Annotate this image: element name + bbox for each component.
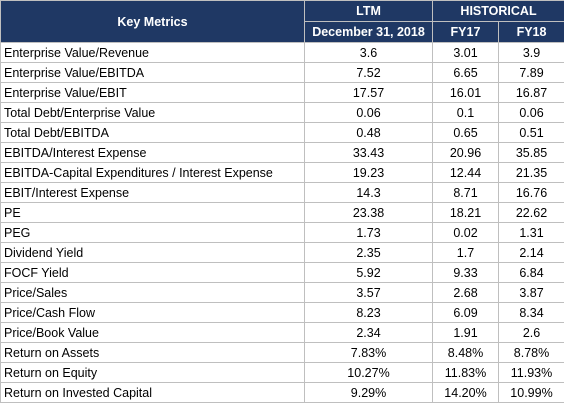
metric-name: Enterprise Value/EBIT: [0, 82, 305, 103]
metric-name: Dividend Yield: [0, 242, 305, 263]
metric-name: Price/Sales: [0, 282, 305, 303]
metric-name: Enterprise Value/Revenue: [0, 42, 305, 63]
table-row: FOCF Yield 5.92 9.33 6.84: [0, 262, 564, 283]
table-row: Enterprise Value/EBITDA 7.52 6.65 7.89: [0, 62, 564, 83]
metric-value: 16.87: [497, 82, 564, 103]
metric-value: 16.76: [497, 182, 564, 203]
metric-value: 6.09: [432, 302, 499, 323]
metric-value: 23.38: [304, 202, 433, 223]
metric-value: 33.43: [304, 142, 433, 163]
metric-value: 11.83%: [432, 362, 499, 383]
table-row: Total Debt/Enterprise Value 0.06 0.1 0.06: [0, 102, 564, 123]
header-cell: December 31, 2018: [304, 21, 433, 43]
metric-value: 7.52: [304, 62, 433, 83]
metric-value: 10.99%: [497, 382, 564, 403]
metric-value: 12.44: [432, 162, 499, 183]
metric-value: 0.65: [432, 122, 499, 143]
metric-value: 16.01: [432, 82, 499, 103]
metric-value: 0.06: [497, 102, 564, 123]
metric-name: Return on Equity: [0, 362, 305, 383]
metric-value: 8.23: [304, 302, 433, 323]
metric-value: 1.31: [497, 222, 564, 243]
metric-name: Return on Invested Capital: [0, 382, 305, 403]
metric-value: 17.57: [304, 82, 433, 103]
metric-value: 2.68: [432, 282, 499, 303]
metric-name: EBITDA-Capital Expenditures / Interest E…: [0, 162, 305, 183]
table-row: Dividend Yield 2.35 1.7 2.14: [0, 242, 564, 263]
metric-value: 20.96: [432, 142, 499, 163]
table-row: Return on Invested Capital 9.29% 14.20% 10.…: [0, 382, 564, 403]
metric-value: 8.71: [432, 182, 499, 203]
table-row: Price/Cash Flow 8.23 6.09 8.34: [0, 302, 564, 323]
header-cell: FY18: [497, 21, 564, 43]
metric-value: 1.91: [432, 322, 499, 343]
metric-name: Total Debt/EBITDA: [0, 122, 305, 143]
metric-value: 18.21: [432, 202, 499, 223]
header-cell: LTM: [304, 0, 433, 22]
metric-value: 0.02: [432, 222, 499, 243]
metric-name: Enterprise Value/EBITDA: [0, 62, 305, 83]
metric-name: PEG: [0, 222, 305, 243]
metric-value: 0.06: [304, 102, 433, 123]
metric-value: 19.23: [304, 162, 433, 183]
metric-value: 2.14: [497, 242, 564, 263]
metric-value: 3.87: [497, 282, 564, 303]
table-row: EBITDA-Capital Expenditures / Interest E…: [0, 162, 564, 183]
table-row: Return on Equity 10.27% 11.83% 11.93%: [0, 362, 564, 383]
header-cell: FY17: [432, 21, 499, 43]
metric-value: 6.84: [497, 262, 564, 283]
metric-value: 22.62: [497, 202, 564, 223]
metric-value: 6.65: [432, 62, 499, 83]
metric-value: 8.48%: [432, 342, 499, 363]
metric-name: Total Debt/Enterprise Value: [0, 102, 305, 123]
metric-value: 2.34: [304, 322, 433, 343]
metric-value: 2.35: [304, 242, 433, 263]
metric-value: 7.83%: [304, 342, 433, 363]
metric-value: 1.7: [432, 242, 499, 263]
table-row: PE 23.38 18.21 22.62: [0, 202, 564, 223]
metric-name: FOCF Yield: [0, 262, 305, 283]
metric-value: 3.9: [497, 42, 564, 63]
metric-value: 14.3: [304, 182, 433, 203]
header-cell: Key Metrics: [0, 0, 305, 43]
table-row: Enterprise Value/Revenue 3.6 3.01 3.9: [0, 42, 564, 63]
metric-value: 0.48: [304, 122, 433, 143]
table-row: Price/Book Value 2.34 1.91 2.6: [0, 322, 564, 343]
metric-value: 10.27%: [304, 362, 433, 383]
metric-name: Price/Book Value: [0, 322, 305, 343]
header-cell: HISTORICAL: [431, 0, 564, 22]
metric-value: 8.34: [497, 302, 564, 323]
metric-value: 3.6: [304, 42, 433, 63]
table-row: Return on Assets 7.83% 8.48% 8.78%: [0, 342, 564, 363]
table-body: Enterprise Value/Revenue 3.6 3.01 3.9 Enterp…: [0, 42, 564, 403]
metric-name: Price/Cash Flow: [0, 302, 305, 323]
metric-value: 7.89: [497, 62, 564, 83]
metric-value: 9.33: [432, 262, 499, 283]
metric-value: 0.51: [497, 122, 564, 143]
metric-value: 1.73: [304, 222, 433, 243]
metric-value: 35.85: [497, 142, 564, 163]
metric-value: 2.6: [497, 322, 564, 343]
metric-value: 14.20%: [432, 382, 499, 403]
metric-name: EBIT/Interest Expense: [0, 182, 305, 203]
metric-value: 8.78%: [497, 342, 564, 363]
metric-name: Return on Assets: [0, 342, 305, 363]
metric-value: 11.93%: [497, 362, 564, 383]
table-row: Total Debt/EBITDA 0.48 0.65 0.51: [0, 122, 564, 143]
metric-value: 5.92: [304, 262, 433, 283]
metric-value: 21.35: [497, 162, 564, 183]
table-row: Price/Sales 3.57 2.68 3.87: [0, 282, 564, 303]
table-row: EBIT/Interest Expense 14.3 8.71 16.76: [0, 182, 564, 203]
table-row: Enterprise Value/EBIT 17.57 16.01 16.87: [0, 82, 564, 103]
table-row: EBITDA/Interest Expense 33.43 20.96 35.85: [0, 142, 564, 163]
metric-value: 9.29%: [304, 382, 433, 403]
table-row: PEG 1.73 0.02 1.31: [0, 222, 564, 243]
metric-value: 3.01: [432, 42, 499, 63]
metric-value: 3.57: [304, 282, 433, 303]
metric-value: 0.1: [432, 102, 499, 123]
metric-name: PE: [0, 202, 305, 223]
metric-name: EBITDA/Interest Expense: [0, 142, 305, 163]
